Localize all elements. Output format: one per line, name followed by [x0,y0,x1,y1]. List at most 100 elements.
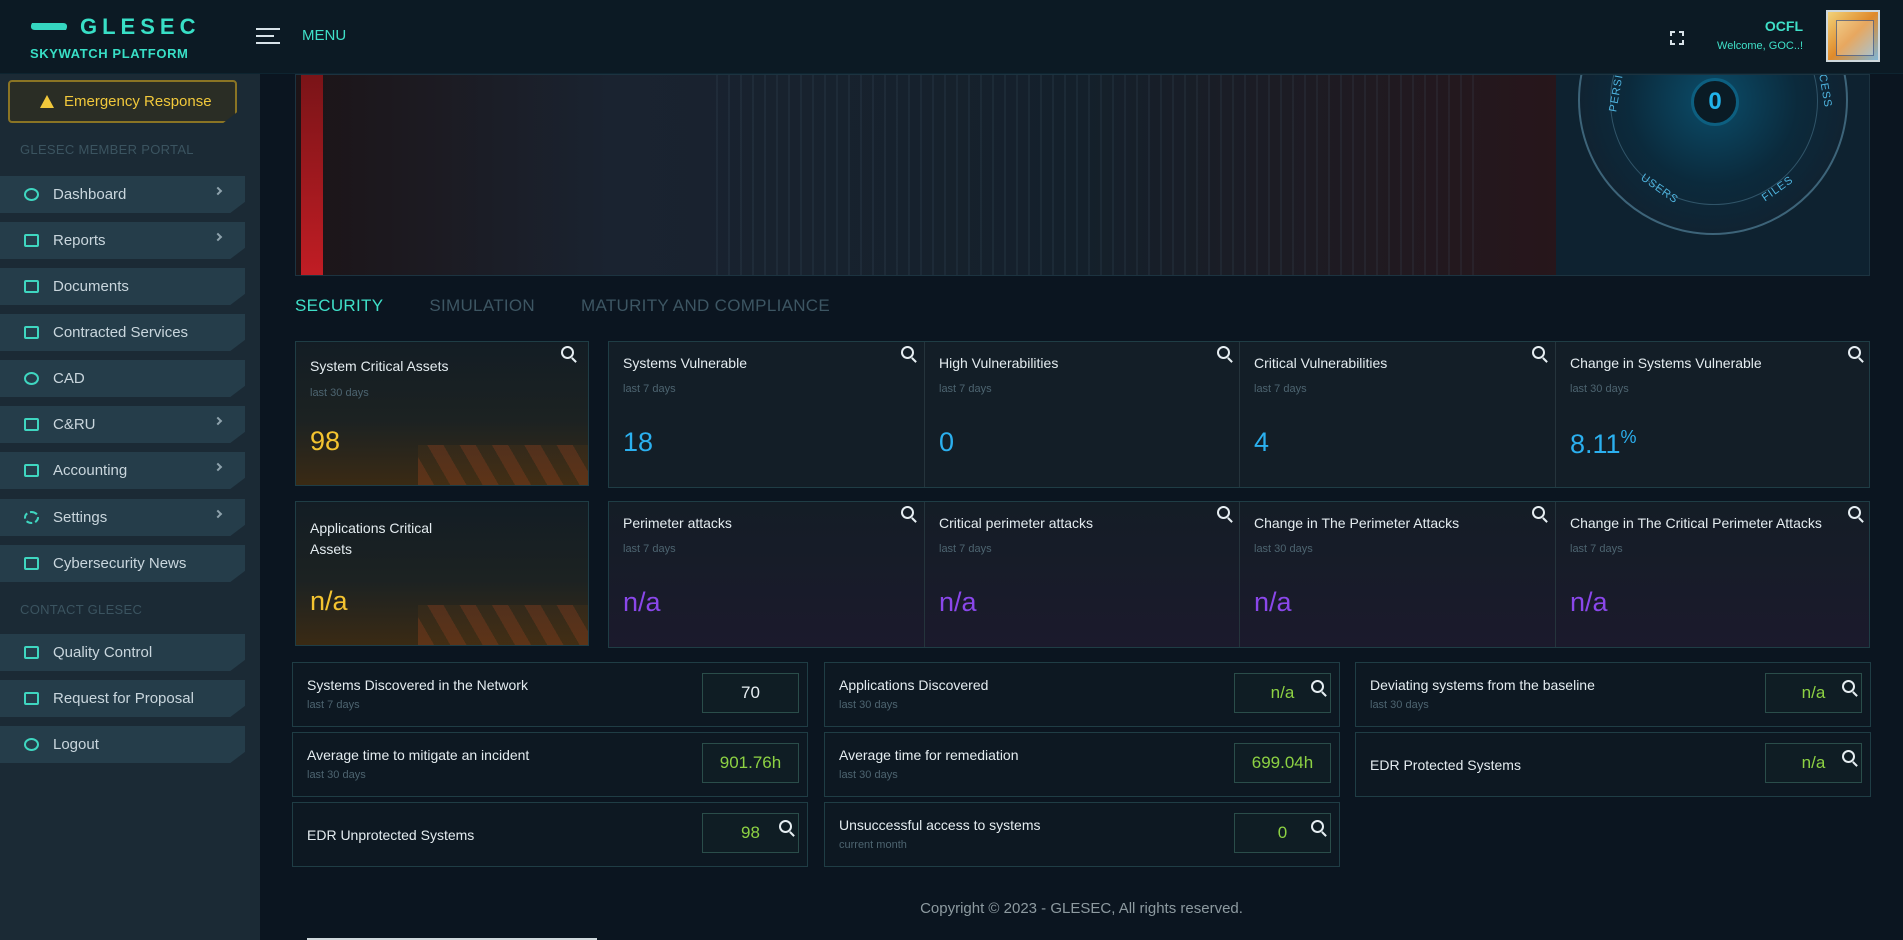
radar-label: USERS [1638,171,1681,207]
stat-value-box[interactable]: 98 [702,813,799,853]
sidebar-item-label: CAD [53,370,85,387]
brand-name: GLESEC [80,14,201,39]
search-icon[interactable] [901,346,914,359]
stat-value-box[interactable]: n/a [1765,673,1862,713]
user-welcome: Welcome, GOC..! [1717,40,1803,52]
sidebar-item-documents[interactable]: Documents [0,268,245,305]
tab-security[interactable]: SECURITY [295,296,384,315]
card-subtitle: last 7 days [1570,543,1623,555]
critical-perimeter-attacks-card[interactable]: Critical perimeter attacks last 7 days n… [925,502,1240,647]
systems-vulnerable-card[interactable]: Systems Vulnerable last 7 days 18 [609,342,924,487]
stat-value-box[interactable]: 901.76h [702,743,799,783]
tab-maturity-and-compliance[interactable]: MATURITY AND COMPLIANCE [581,296,831,315]
rss-icon [24,557,39,570]
sidebar-item-cybersecurity-news[interactable]: Cybersecurity News [0,545,245,582]
avatar[interactable] [1826,10,1880,62]
sidebar-item-request-for-proposal[interactable]: Request for Proposal [0,680,245,717]
card-title: Perimeter attacks [623,515,732,531]
search-icon[interactable] [1311,680,1324,693]
chevron-right-icon [213,509,223,519]
menu-label: MENU [302,26,347,44]
chevron-right-icon [213,416,223,426]
card-divider [924,342,925,487]
card-title: Systems Vulnerable [623,355,747,371]
change-in-systems-vulnerable-card[interactable]: Change in Systems Vulnerable last 30 day… [1556,342,1869,487]
search-icon[interactable] [901,506,914,519]
search-icon[interactable] [561,346,574,359]
contact-section-label: CONTACT GLESEC [20,602,143,617]
high-vulnerabilities-card[interactable]: High Vulnerabilities last 7 days 0 [925,342,1240,487]
search-icon[interactable] [1311,820,1324,833]
sidebar-item-reports[interactable]: Reports [0,222,245,259]
search-icon[interactable] [1848,346,1861,359]
checklist-icon [24,692,39,705]
card-value: n/a [1254,587,1292,617]
antenna-icon [24,372,39,385]
sidebar-item-cad[interactable]: CAD [0,360,245,397]
card-value: 98 [310,426,341,456]
stat-value: 699.04h [1251,753,1314,772]
card-title: Critical Vulnerabilities [1254,355,1388,371]
radar-gauge[interactable]: 0 PERSIS CESS USERS FILES [1578,75,1848,235]
card-subtitle: last 7 days [623,383,676,395]
emergency-response-button[interactable]: Emergency Response [8,80,237,123]
portal-section-label: GLESEC MEMBER PORTAL [20,142,194,157]
card-subtitle: last 7 days [939,543,992,555]
sidebar-item-cru[interactable]: C&RU [0,406,245,443]
sidebar-item-dashboard[interactable]: Dashboard [0,176,245,213]
search-icon[interactable] [1842,750,1855,763]
dashboard-tabs: SECURITY SIMULATION MATURITY AND COMPLIA… [295,296,830,316]
card-value: 8.11 [1570,429,1621,459]
menu-button[interactable]: MENU [256,26,346,44]
radar-value: 0 [1691,78,1739,126]
search-icon[interactable] [1848,506,1861,519]
perimeter-attacks-card-group: Perimeter attacks last 7 days n/a Critic… [608,501,1870,648]
search-icon[interactable] [1532,346,1545,359]
stat-value-box[interactable]: 0 [1234,813,1331,853]
stat-subtitle: last 30 days [839,769,898,781]
stat-value-box[interactable]: n/a [1234,673,1331,713]
sidebar-item-accounting[interactable]: Accounting [0,452,245,489]
card-value: n/a [310,586,348,616]
search-icon[interactable] [1217,506,1230,519]
edr-unprotected-stat: EDR Unprotected Systems 98 [292,802,808,867]
sidebar-item-contracted-services[interactable]: Contracted Services [0,314,245,351]
sidebar: Emergency Response GLESEC MEMBER PORTAL … [0,74,260,940]
perimeter-attacks-card[interactable]: Perimeter attacks last 7 days n/a [609,502,924,647]
applications-discovered-stat: Applications Discovered last 30 days n/a [824,662,1340,727]
logo-swoosh-icon [30,21,70,33]
sidebar-item-logout[interactable]: Logout [0,726,245,763]
card-value: 18 [623,427,654,457]
radar-label: FILES [1759,173,1796,205]
card-value: n/a [939,587,977,617]
system-critical-assets-card[interactable]: System Critical Assets last 30 days 98 [295,341,589,486]
search-icon[interactable] [1217,346,1230,359]
sidebar-item-quality-control[interactable]: Quality Control [0,634,245,671]
stat-subtitle: last 30 days [839,699,898,711]
critical-vulnerabilities-card[interactable]: Critical Vulnerabilities last 7 days 4 [1240,342,1555,487]
applications-critical-assets-card[interactable]: Applications Critical Assets n/a [295,501,589,646]
search-icon[interactable] [779,820,792,833]
hamburger-icon [256,26,282,44]
stat-value-box[interactable]: 70 [702,673,799,713]
stat-value-box[interactable]: n/a [1765,743,1862,783]
card-value: n/a [623,587,661,617]
sidebar-item-settings[interactable]: Settings [0,499,245,536]
search-icon[interactable] [1842,680,1855,693]
sidebar-item-label: Settings [53,509,108,526]
stat-title: Unsuccessful access to systems [839,817,1041,833]
card-value-wrap: 8.11% [1570,427,1637,460]
radar-panel: 0 PERSIS CESS USERS FILES [1556,75,1869,275]
brand-logo[interactable]: GLESEC SKYWATCH PLATFORM [30,14,220,61]
change-in-perimeter-attacks-card[interactable]: Change in The Perimeter Attacks last 30 … [1240,502,1555,647]
chevron-right-icon [213,232,223,242]
stat-title: Applications Discovered [839,677,989,693]
tab-simulation[interactable]: SIMULATION [429,296,535,315]
search-icon[interactable] [1532,506,1545,519]
stat-value-box[interactable]: 699.04h [1234,743,1331,783]
sidebar-item-label: Quality Control [53,644,153,661]
fullscreen-icon[interactable] [1670,31,1684,45]
warning-icon [40,95,54,108]
change-in-critical-perimeter-attacks-card[interactable]: Change in The Critical Perimeter Attacks… [1556,502,1869,647]
card-subtitle: last 7 days [623,543,676,555]
